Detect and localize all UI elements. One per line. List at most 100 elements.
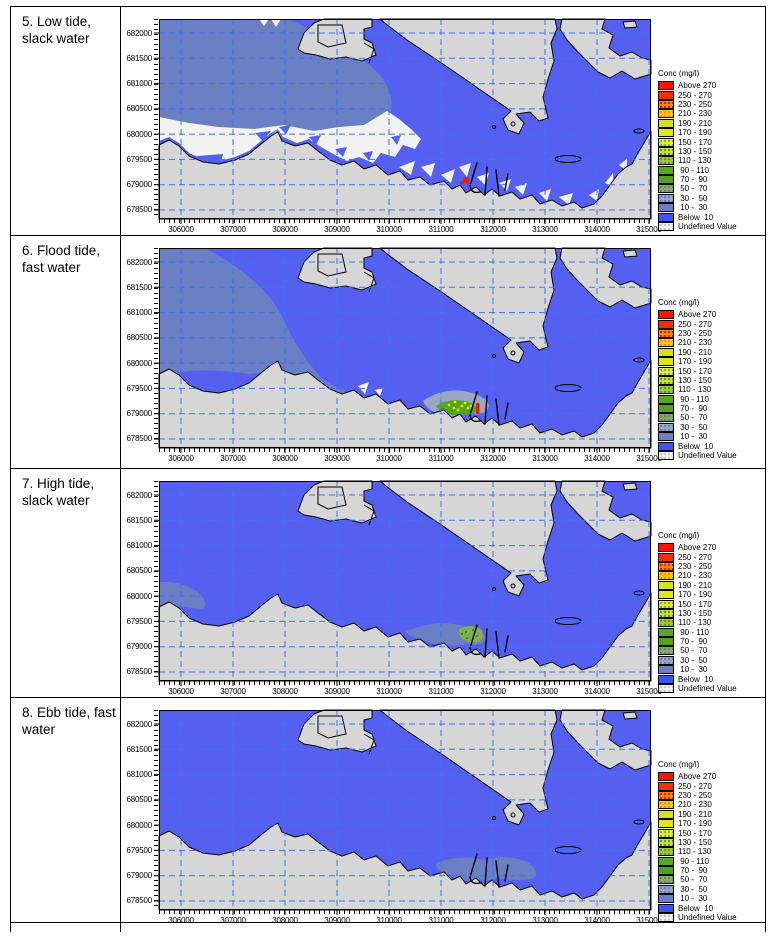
concentration-legend: Conc (mg/l) Above 270 250 - 270 230 - 25… (658, 760, 764, 923)
x-tick-label: 312000 (480, 916, 506, 925)
concentration-legend: Conc (mg/l) Above 270 250 - 270 230 - 25… (658, 531, 764, 694)
small-island (633, 128, 645, 134)
legend-label: 210 - 230 (678, 338, 712, 348)
legend-swatch (658, 790, 674, 800)
legend-swatch (658, 184, 674, 194)
x-tick-label: 309000 (324, 916, 350, 925)
legend-label: 50 - 70 (678, 875, 708, 885)
legend-label: Undefined Value (678, 451, 737, 461)
legend-label: 230 - 250 (678, 99, 712, 109)
islet-top-right (622, 249, 638, 258)
x-tick-label: 315000 (636, 916, 662, 925)
legend-swatch (658, 366, 674, 376)
x-tick-label: 306000 (168, 454, 194, 463)
discharge-spot (476, 403, 480, 414)
map-cell: 682000 681500 681000 680500 680000 67950… (121, 236, 765, 468)
legend-label: Undefined Value (678, 913, 737, 923)
legend-label: 10 - 30 (678, 203, 708, 213)
legend-swatch (658, 903, 674, 913)
legend-item: 70 - 90 (658, 404, 764, 414)
legend-item: Undefined Value (658, 684, 764, 694)
jetties (469, 853, 509, 888)
legend-swatch (658, 413, 674, 423)
y-axis-minor-ticks (154, 710, 158, 910)
legend-swatch (658, 347, 674, 357)
legend-item: 10 - 30 (658, 432, 764, 442)
x-tick-label: 306000 (168, 225, 194, 234)
panel-row: 7. High tide, slack water 682000 681500 … (11, 469, 765, 698)
grid-lines (159, 481, 651, 681)
legend-label: 210 - 230 (678, 571, 712, 581)
overlay-high-tide-slack (159, 581, 487, 646)
jetties (469, 624, 509, 659)
legend-swatch (658, 222, 674, 232)
legend-swatch (658, 394, 674, 404)
legend-label: 210 - 230 (678, 800, 712, 810)
legend-label: 170 - 190 (678, 819, 712, 829)
plume-high-conc-specks (447, 400, 470, 412)
legend-swatch (658, 866, 674, 876)
legend-swatch (658, 156, 674, 166)
legend-label: 150 - 170 (678, 828, 712, 838)
inlet-islet (510, 350, 516, 356)
plot-frame (159, 248, 651, 448)
x-tick-label: 314000 (584, 916, 610, 925)
legend-label: 210 - 230 (678, 109, 712, 119)
south-coast-land (158, 592, 652, 682)
inlet-islet (510, 583, 516, 589)
legend-item: 210 - 230 (658, 800, 764, 810)
x-tick-label: 310000 (376, 454, 402, 463)
legend-title: Conc (mg/l) (658, 760, 700, 769)
legend-swatch (658, 856, 674, 866)
legend-swatch (658, 580, 674, 590)
legend-item: 210 - 230 (658, 571, 764, 581)
legend-swatch (658, 590, 674, 600)
legend-swatch (658, 599, 674, 609)
x-tick-label: 313000 (532, 916, 558, 925)
legend-swatch (658, 772, 674, 782)
y-tick-label: 681000 (126, 79, 153, 89)
legend-swatch (658, 847, 674, 857)
legend-label: 230 - 250 (678, 790, 712, 800)
tiny-islet (492, 816, 496, 820)
x-tick-label: 309000 (324, 225, 350, 234)
legend-swatch (658, 913, 674, 923)
legend-label: 190 - 210 (678, 118, 712, 128)
y-axis-labels: 682000 681500 681000 680500 680000 67950… (121, 711, 153, 913)
legend-swatch (658, 781, 674, 791)
partial-map-cell (121, 923, 765, 932)
legend-label: 150 - 170 (678, 599, 712, 609)
peninsula-land (379, 247, 558, 364)
y-tick-label: 682000 (126, 257, 153, 267)
small-island (633, 357, 645, 363)
y-tick-label: 680000 (126, 129, 153, 139)
legend-label: 190 - 210 (678, 580, 712, 590)
legend-label: 70 - 90 (678, 866, 708, 876)
legend-item: 30 - 50 (658, 193, 764, 203)
legend-item: 70 - 90 (658, 637, 764, 647)
y-tick-label: 679000 (126, 871, 153, 881)
legend-item: Above 270 (658, 543, 764, 553)
legend-label: 110 - 130 (678, 618, 712, 628)
legend-item: 150 - 170 (658, 599, 764, 609)
partial-next-row (11, 923, 765, 932)
concentration-legend: Conc (mg/l) Above 270 250 - 270 230 - 25… (658, 298, 764, 461)
legend-item: Undefined Value (658, 222, 764, 232)
x-tick-label: 312000 (480, 225, 506, 234)
y-tick-label: 682000 (126, 490, 153, 500)
y-tick-label: 680500 (126, 104, 153, 114)
y-tick-label: 681500 (126, 744, 153, 754)
jetties (469, 391, 509, 426)
y-tick-label: 679000 (126, 409, 153, 419)
legend-swatch (658, 203, 674, 213)
coastal-concentration-map (154, 18, 652, 224)
legend-item: 210 - 230 (658, 109, 764, 119)
legend-item: 130 - 150 (658, 146, 764, 156)
legend-item: 230 - 250 (658, 328, 764, 338)
y-tick-label: 680000 (126, 591, 153, 601)
x-axis-minor-ticks (159, 448, 651, 452)
legend-swatch (658, 404, 674, 414)
inlet-islet (510, 121, 516, 127)
y-tick-label: 678500 (126, 434, 153, 444)
overlay-flood-tide-fast (159, 248, 489, 417)
